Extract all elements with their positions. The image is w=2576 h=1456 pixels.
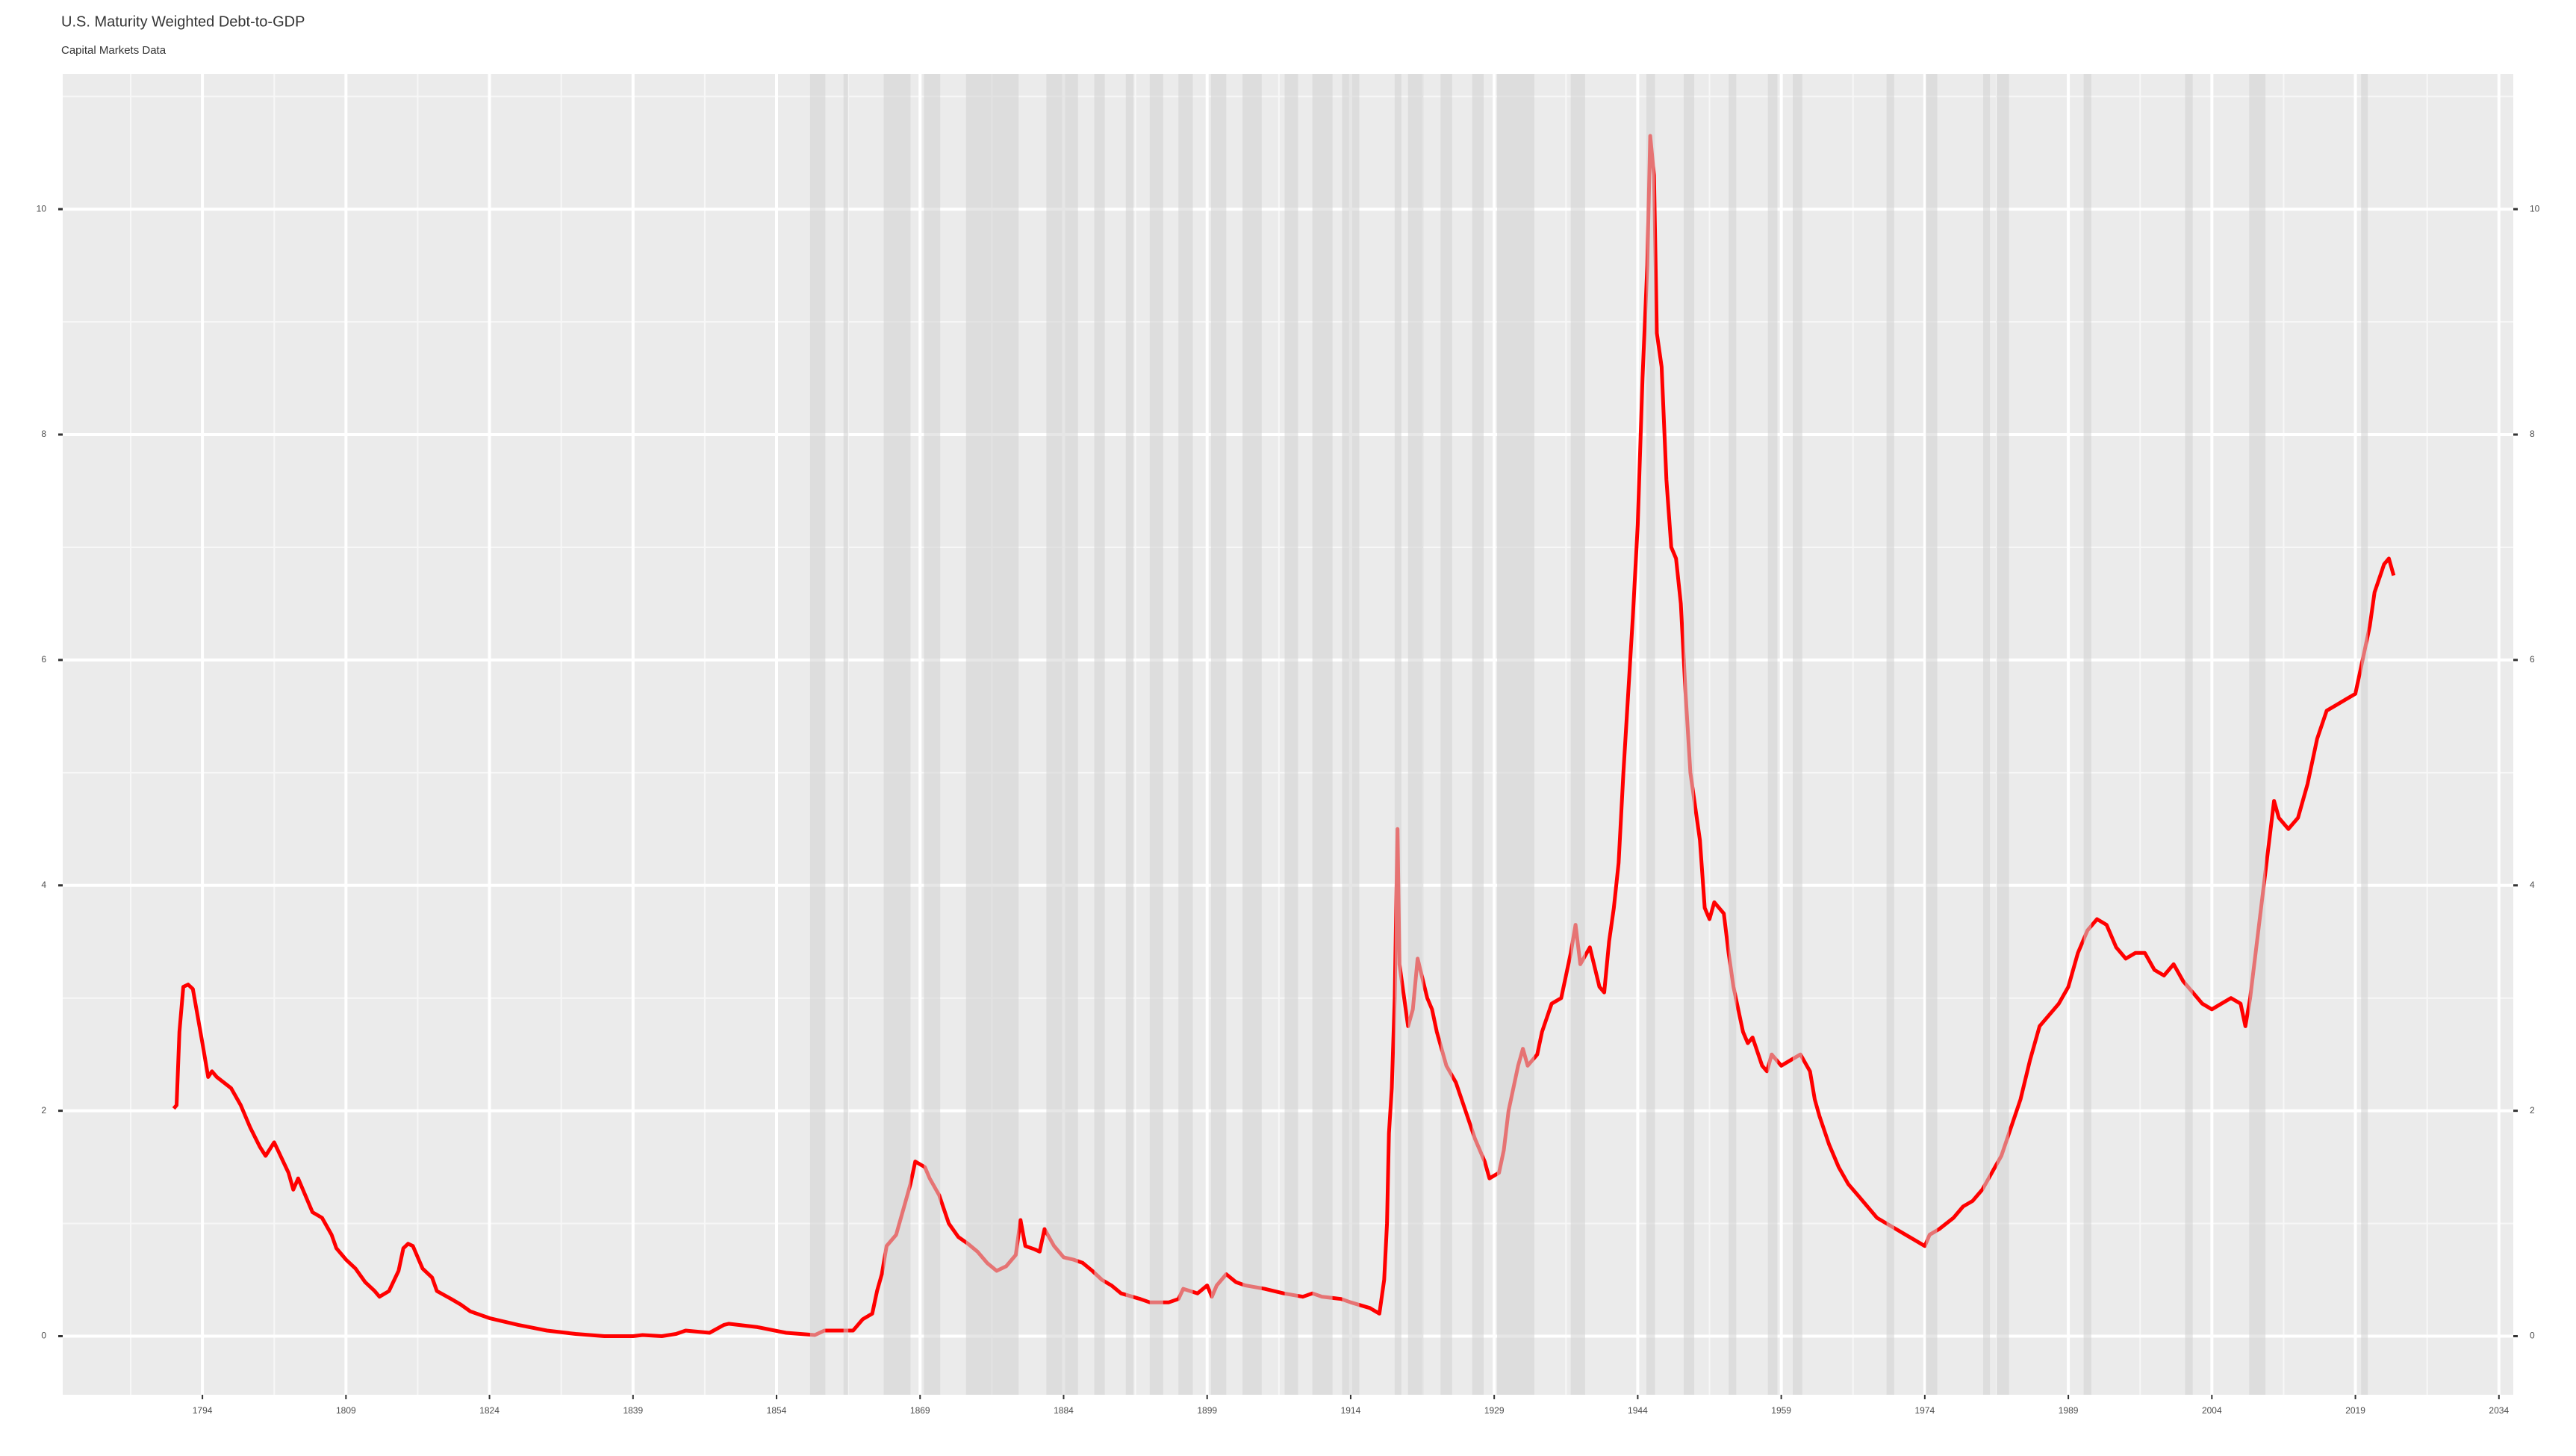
shaded-period: [1793, 74, 1802, 1395]
x-tick-label: 1914: [1341, 1405, 1361, 1416]
y-tick-label: 6: [41, 654, 46, 665]
x-tick-label: 1824: [479, 1405, 500, 1416]
shaded-period: [843, 74, 849, 1395]
y-tick-label: 4: [41, 880, 46, 890]
shaded-period: [1440, 74, 1452, 1395]
y2-tick-label: 10: [2530, 203, 2540, 214]
x-tick-label: 1959: [1771, 1405, 1791, 1416]
shaded-period: [1046, 74, 1078, 1395]
shaded-period: [1683, 74, 1695, 1395]
y2-tick-label: 0: [2530, 1331, 2535, 1341]
shaded-period: [1094, 74, 1105, 1395]
shaded-period: [2249, 74, 2266, 1395]
shaded-period: [1242, 74, 1262, 1395]
chart-title: U.S. Maturity Weighted Debt-to-GDP: [61, 13, 305, 30]
shaded-period: [1149, 74, 1163, 1395]
x-tick-label: 1854: [767, 1405, 787, 1416]
shaded-period: [1210, 74, 1227, 1395]
x-tick-label: 2019: [2345, 1405, 2365, 1416]
shaded-period: [1497, 74, 1534, 1395]
shaded-period: [965, 74, 1019, 1395]
shaded-period: [1178, 74, 1193, 1395]
y-tick-label: 0: [41, 1331, 46, 1341]
x-tick-label: 1929: [1484, 1405, 1505, 1416]
shaded-period: [1996, 74, 2009, 1395]
shaded-period: [924, 74, 941, 1395]
shaded-period: [1394, 74, 1401, 1395]
shaded-period: [1472, 74, 1484, 1395]
shaded-period: [883, 74, 911, 1395]
y2-tick-label: 4: [2530, 880, 2535, 890]
shaded-period: [809, 74, 826, 1395]
y2-tick-label: 6: [2530, 654, 2535, 665]
shaded-period: [2185, 74, 2193, 1395]
x-tick-label: 1899: [1197, 1405, 1217, 1416]
y2-tick-label: 2: [2530, 1105, 2535, 1116]
shaded-period: [1886, 74, 1894, 1395]
shaded-period: [1407, 74, 1424, 1395]
shaded-period: [1312, 74, 1333, 1395]
y-tick-label: 8: [41, 429, 46, 439]
x-tick-label: 1839: [623, 1405, 643, 1416]
shaded-period: [1767, 74, 1778, 1395]
shaded-period: [1284, 74, 1298, 1395]
shaded-period: [1926, 74, 1938, 1395]
x-tick-label: 1884: [1054, 1405, 1074, 1416]
x-tick-label: 2004: [2202, 1405, 2222, 1416]
shaded-period: [1983, 74, 1991, 1395]
y-tick-label: 2: [41, 1105, 46, 1116]
x-tick-label: 1809: [336, 1405, 356, 1416]
y2-tick-label: 8: [2530, 429, 2535, 439]
x-tick-label: 1989: [2059, 1405, 2079, 1416]
chart-subtitle: Capital Markets Data: [61, 44, 167, 57]
x-tick-label: 1944: [1628, 1405, 1648, 1416]
y-tick-label: 10: [37, 203, 47, 214]
x-tick-label: 1974: [1915, 1405, 1935, 1416]
x-tick-label: 1794: [193, 1405, 213, 1416]
shaded-period: [1125, 74, 1134, 1395]
shaded-period: [2083, 74, 2091, 1395]
shaded-period: [2361, 74, 2368, 1395]
shaded-period: [1342, 74, 1360, 1395]
x-tick-label: 2034: [2489, 1405, 2509, 1416]
x-tick-label: 1869: [910, 1405, 930, 1416]
shaded-period: [1570, 74, 1585, 1395]
shaded-period: [1646, 74, 1655, 1395]
shaded-period: [1729, 74, 1737, 1395]
